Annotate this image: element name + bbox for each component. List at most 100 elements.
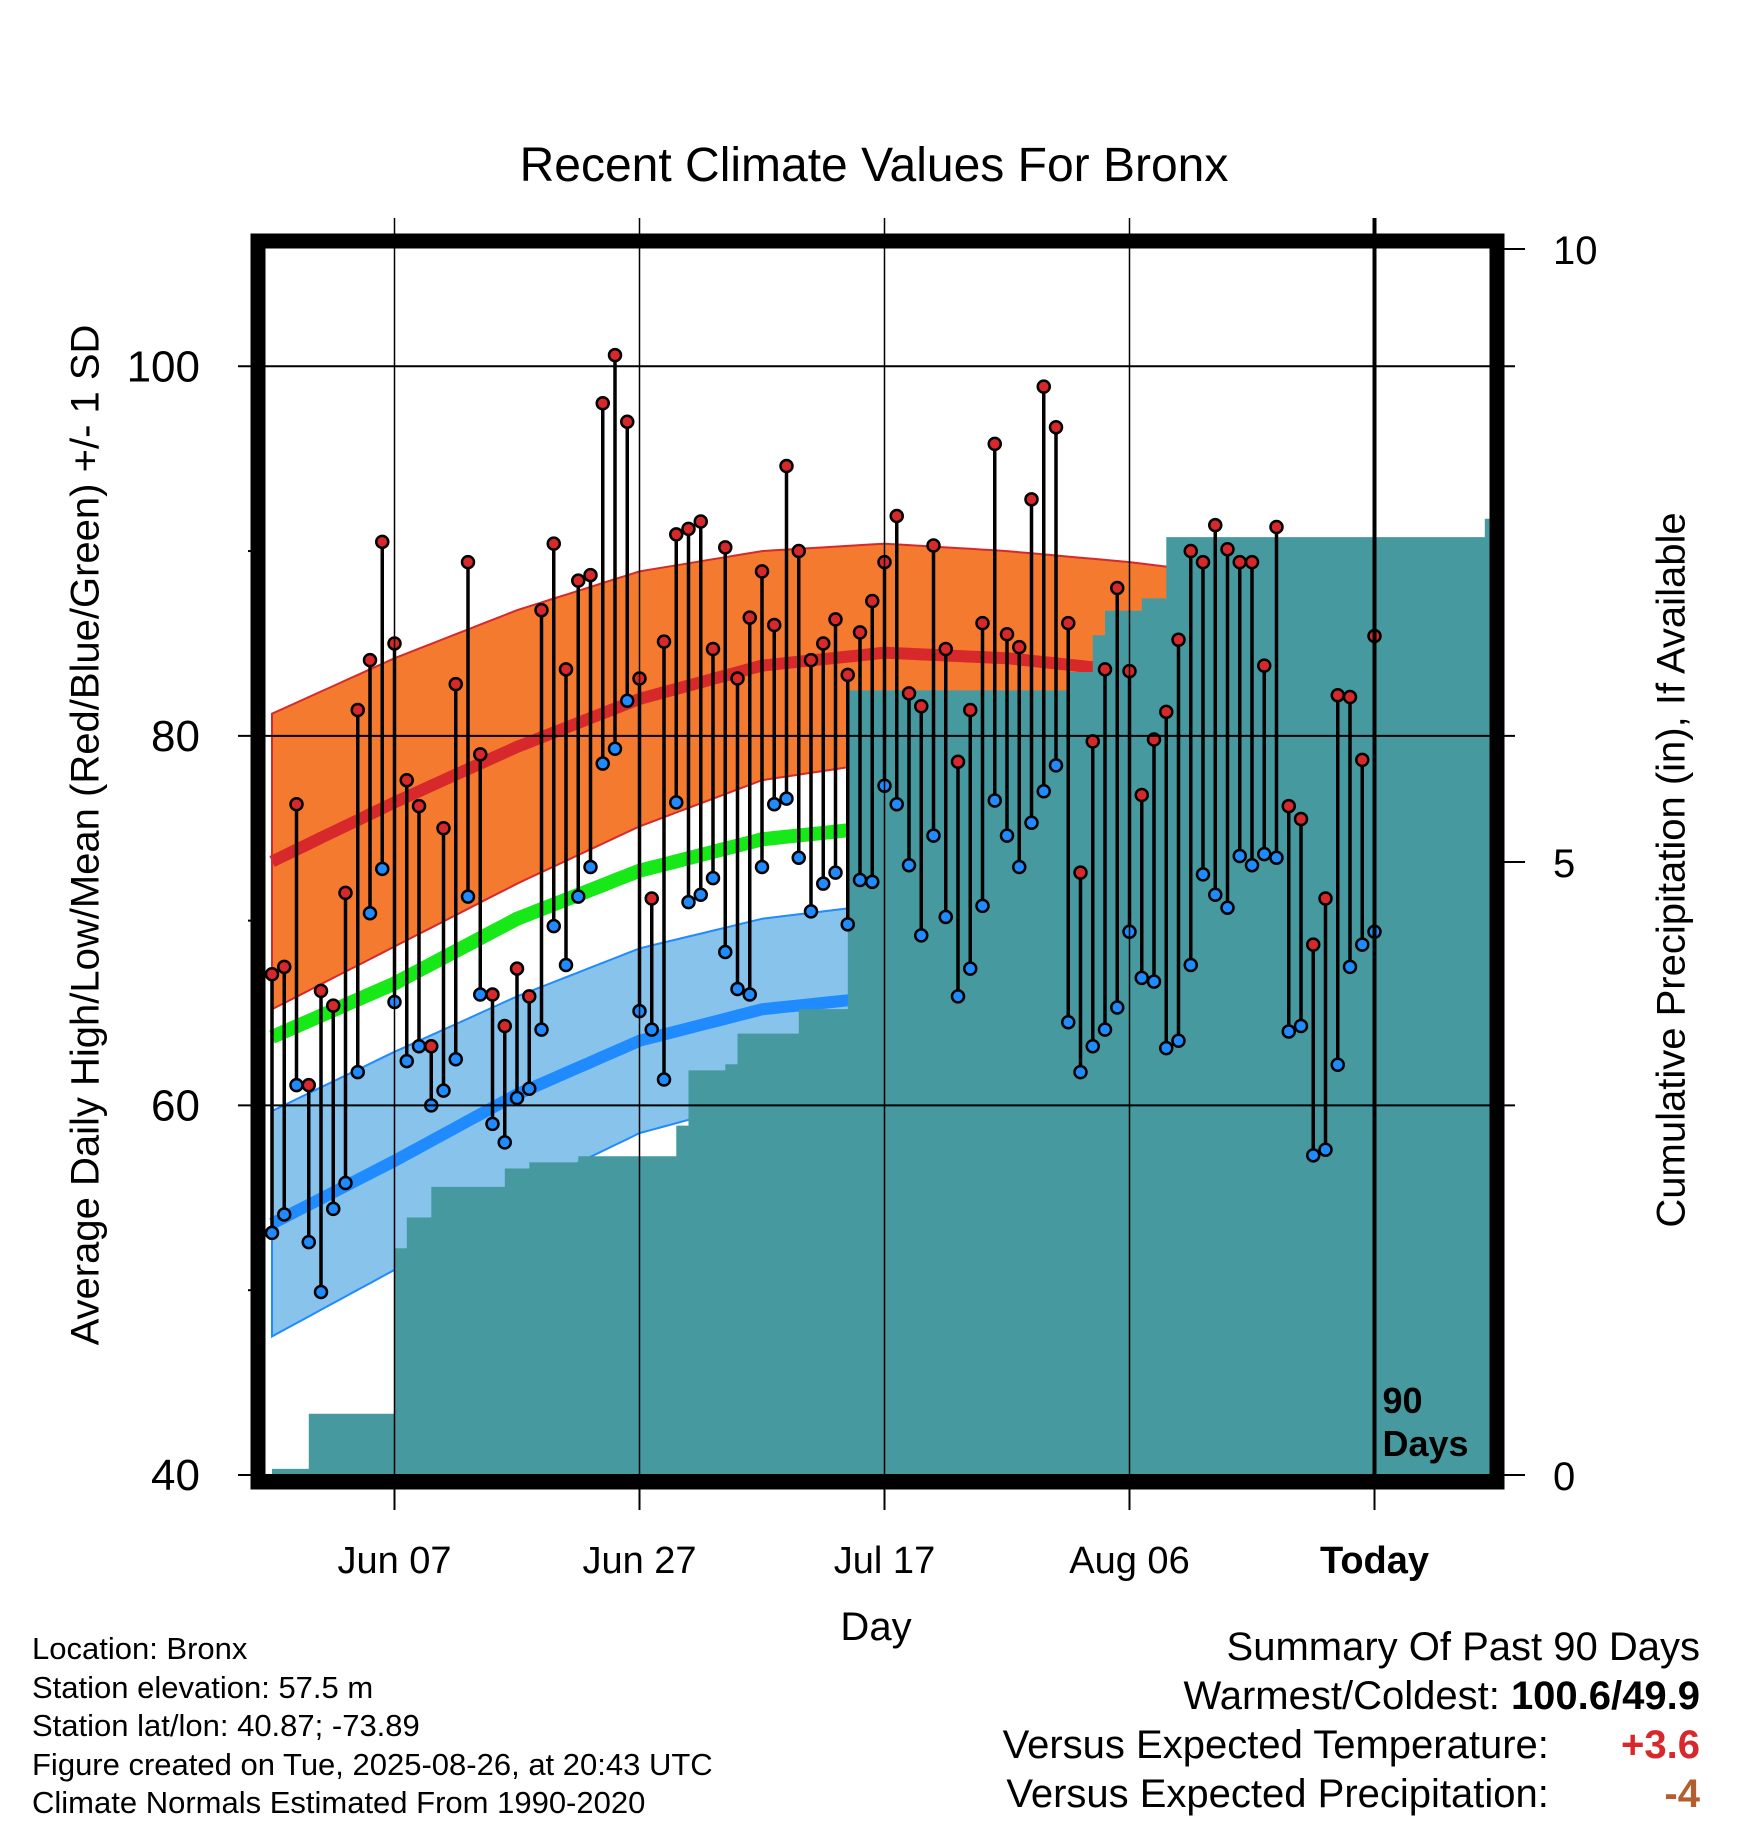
- daily-high-point: [1281, 798, 1296, 814]
- daily-high-point: [509, 961, 525, 976]
- daily-high-point: [963, 702, 978, 718]
- daily-low-point: [289, 1077, 304, 1093]
- daily-low-point: [1048, 758, 1064, 773]
- daily-low-point: [852, 872, 868, 888]
- daily-high-point: [583, 567, 598, 583]
- daily-high-point: [950, 754, 966, 769]
- daily-low-point: [730, 981, 745, 997]
- daily-low-point: [1293, 1018, 1309, 1034]
- daily-high-point: [326, 998, 341, 1013]
- daily-low-point: [865, 874, 880, 890]
- daily-high-point: [411, 798, 427, 814]
- daily-low-point: [522, 1081, 537, 1097]
- daily-low-point: [644, 1022, 659, 1037]
- daily-high-point: [656, 634, 672, 649]
- daily-high-point: [558, 662, 574, 677]
- daily-low-point: [1171, 1033, 1186, 1048]
- daily-high-point: [730, 671, 745, 686]
- daily-high-point: [1257, 658, 1272, 673]
- location-text: Location: Bronx: [32, 1631, 248, 1666]
- daily-low-point: [277, 1207, 292, 1222]
- y-tick-label: 60: [151, 1081, 200, 1130]
- x-tick-label: Today: [1320, 1540, 1429, 1582]
- daily-low-point: [999, 828, 1015, 843]
- daily-high-point: [485, 987, 500, 1002]
- daily-high-point: [571, 573, 586, 588]
- daily-high-point: [1330, 687, 1345, 703]
- daily-high-point: [362, 652, 378, 668]
- daily-high-point: [975, 615, 990, 631]
- precip-row: Versus Expected Precipitation: -4: [1003, 1770, 1700, 1819]
- daily-high-point: [534, 602, 549, 618]
- daily-high-point: [681, 521, 696, 537]
- daily-low-point: [448, 1051, 463, 1067]
- daily-low-point: [1220, 900, 1235, 915]
- daily-high-point: [1073, 865, 1088, 880]
- daily-low-point: [1061, 1015, 1076, 1030]
- daily-low-point: [558, 957, 574, 973]
- daily-high-point: [1269, 519, 1284, 535]
- daily-low-point: [705, 870, 721, 886]
- daily-high-point: [889, 508, 904, 524]
- daily-high-point: [901, 686, 917, 701]
- daily-high-point: [1220, 541, 1235, 557]
- daily-low-point: [399, 1053, 414, 1069]
- daily-high-point: [448, 676, 463, 692]
- daily-high-point: [460, 554, 476, 570]
- daily-low-point: [1306, 1148, 1321, 1163]
- daily-low-point: [975, 898, 990, 914]
- daily-high-point: [669, 527, 684, 542]
- daily-high-point: [938, 641, 953, 657]
- daily-high-point: [1048, 419, 1064, 435]
- daily-low-point: [754, 859, 770, 875]
- daily-high-point: [301, 1077, 316, 1093]
- daily-high-point: [1134, 787, 1149, 803]
- daily-high-point: [1171, 632, 1186, 648]
- daily-high-point: [350, 702, 365, 718]
- daily-low-point: [1097, 1022, 1113, 1037]
- daily-high-point: [1293, 811, 1309, 827]
- daily-high-point: [375, 534, 390, 550]
- daily-high-point: [436, 820, 451, 836]
- y2-tick-label: 10: [1553, 229, 1598, 273]
- daily-low-point: [779, 791, 794, 806]
- daily-low-point: [1330, 1057, 1345, 1073]
- x-tick-label: Jun 27: [582, 1540, 696, 1582]
- daily-high-point: [1061, 615, 1076, 631]
- daily-low-point: [436, 1083, 451, 1098]
- daily-low-point: [987, 793, 1002, 808]
- daily-high-point: [1183, 543, 1198, 559]
- precip-label: Versus Expected Precipitation:: [1006, 1772, 1549, 1816]
- daily-low-point: [1355, 937, 1370, 952]
- normals-text: Climate Normals Estimated From 1990-2020: [32, 1785, 646, 1820]
- daily-high-point: [865, 593, 880, 609]
- daily-low-point: [791, 850, 806, 866]
- daily-low-point: [840, 917, 855, 932]
- daily-high-point: [399, 772, 414, 788]
- daily-low-point: [534, 1022, 549, 1037]
- daily-low-point: [1146, 974, 1162, 989]
- daily-high-point: [816, 636, 831, 651]
- daily-high-point: [693, 514, 708, 529]
- daily-low-point: [313, 1284, 329, 1300]
- today-marker-line2: Days: [1383, 1423, 1469, 1464]
- warm-cold-value: 100.6/49.9: [1510, 1674, 1700, 1718]
- daily-high-point: [338, 885, 353, 901]
- y-tick-label: 80: [151, 712, 200, 761]
- daily-low-point: [1183, 957, 1198, 973]
- x-tick-label: Jul 17: [834, 1540, 935, 1582]
- daily-high-point: [1318, 891, 1333, 906]
- temp-value: +3.6: [1621, 1723, 1700, 1767]
- created-text: Figure created on Tue, 2025-08-26, at 20…: [32, 1746, 713, 1782]
- daily-high-point: [607, 347, 623, 363]
- daily-high-point: [473, 747, 488, 762]
- daily-high-point: [1024, 492, 1039, 507]
- station-info: Location: Bronx Station elevation: 57.5 …: [32, 1630, 713, 1823]
- daily-low-point: [338, 1175, 353, 1191]
- daily-high-point: [754, 564, 770, 579]
- daily-low-point: [1342, 959, 1358, 975]
- daily-high-point: [289, 796, 304, 812]
- daily-low-point: [1208, 887, 1223, 903]
- daily-low-point: [571, 889, 586, 904]
